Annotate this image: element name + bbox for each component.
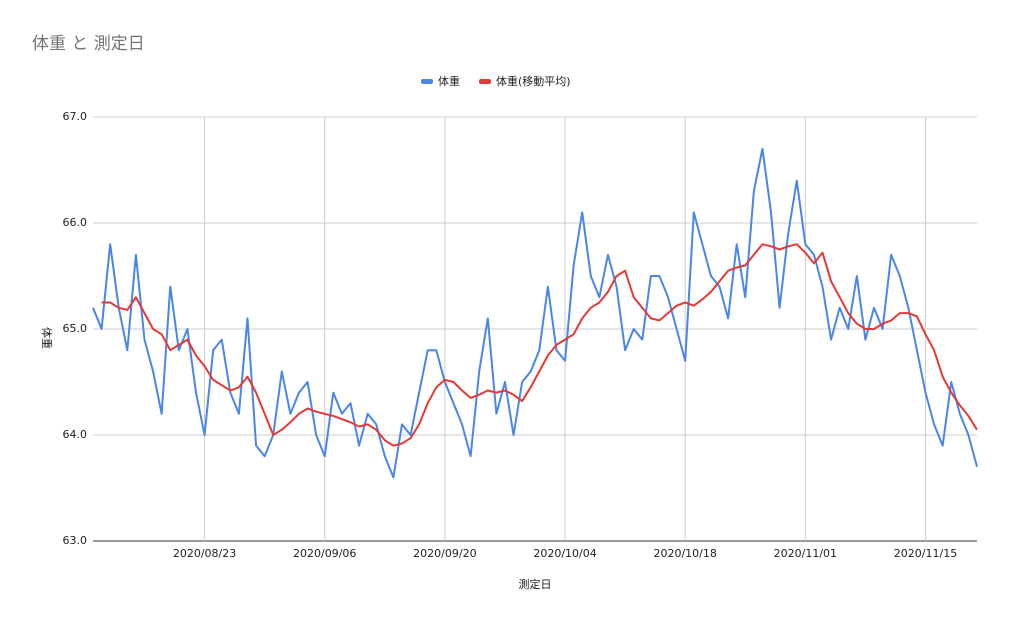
legend-swatch — [479, 79, 491, 84]
x-axis-title: 測定日 — [519, 577, 552, 591]
data-line — [101, 243, 978, 447]
data-line — [92, 147, 978, 479]
y-tick-label: 64.0 — [63, 428, 88, 441]
y-tick-label: 63.0 — [63, 534, 88, 547]
x-tick-label: 2020/09/20 — [413, 547, 476, 560]
x-tick-label: 2020/10/04 — [533, 547, 596, 560]
legend-label: 体重 — [438, 74, 460, 88]
y-tick-label: 66.0 — [63, 216, 88, 229]
legend-label: 体重(移動平均) — [496, 74, 571, 88]
x-tick-label: 2020/11/15 — [894, 547, 957, 560]
x-tick-label: 2020/08/23 — [173, 547, 236, 560]
x-tick-label: 2020/11/01 — [774, 547, 837, 560]
y-tick-label: 65.0 — [63, 322, 88, 335]
y-axis-title: 体重 — [40, 327, 54, 349]
chart-title: 体重 と 測定日 — [32, 34, 145, 54]
legend-swatch — [421, 79, 433, 84]
x-tick-label: 2020/10/18 — [653, 547, 716, 560]
x-tick-label: 2020/09/06 — [293, 547, 356, 560]
y-tick-label: 67.0 — [63, 110, 88, 123]
